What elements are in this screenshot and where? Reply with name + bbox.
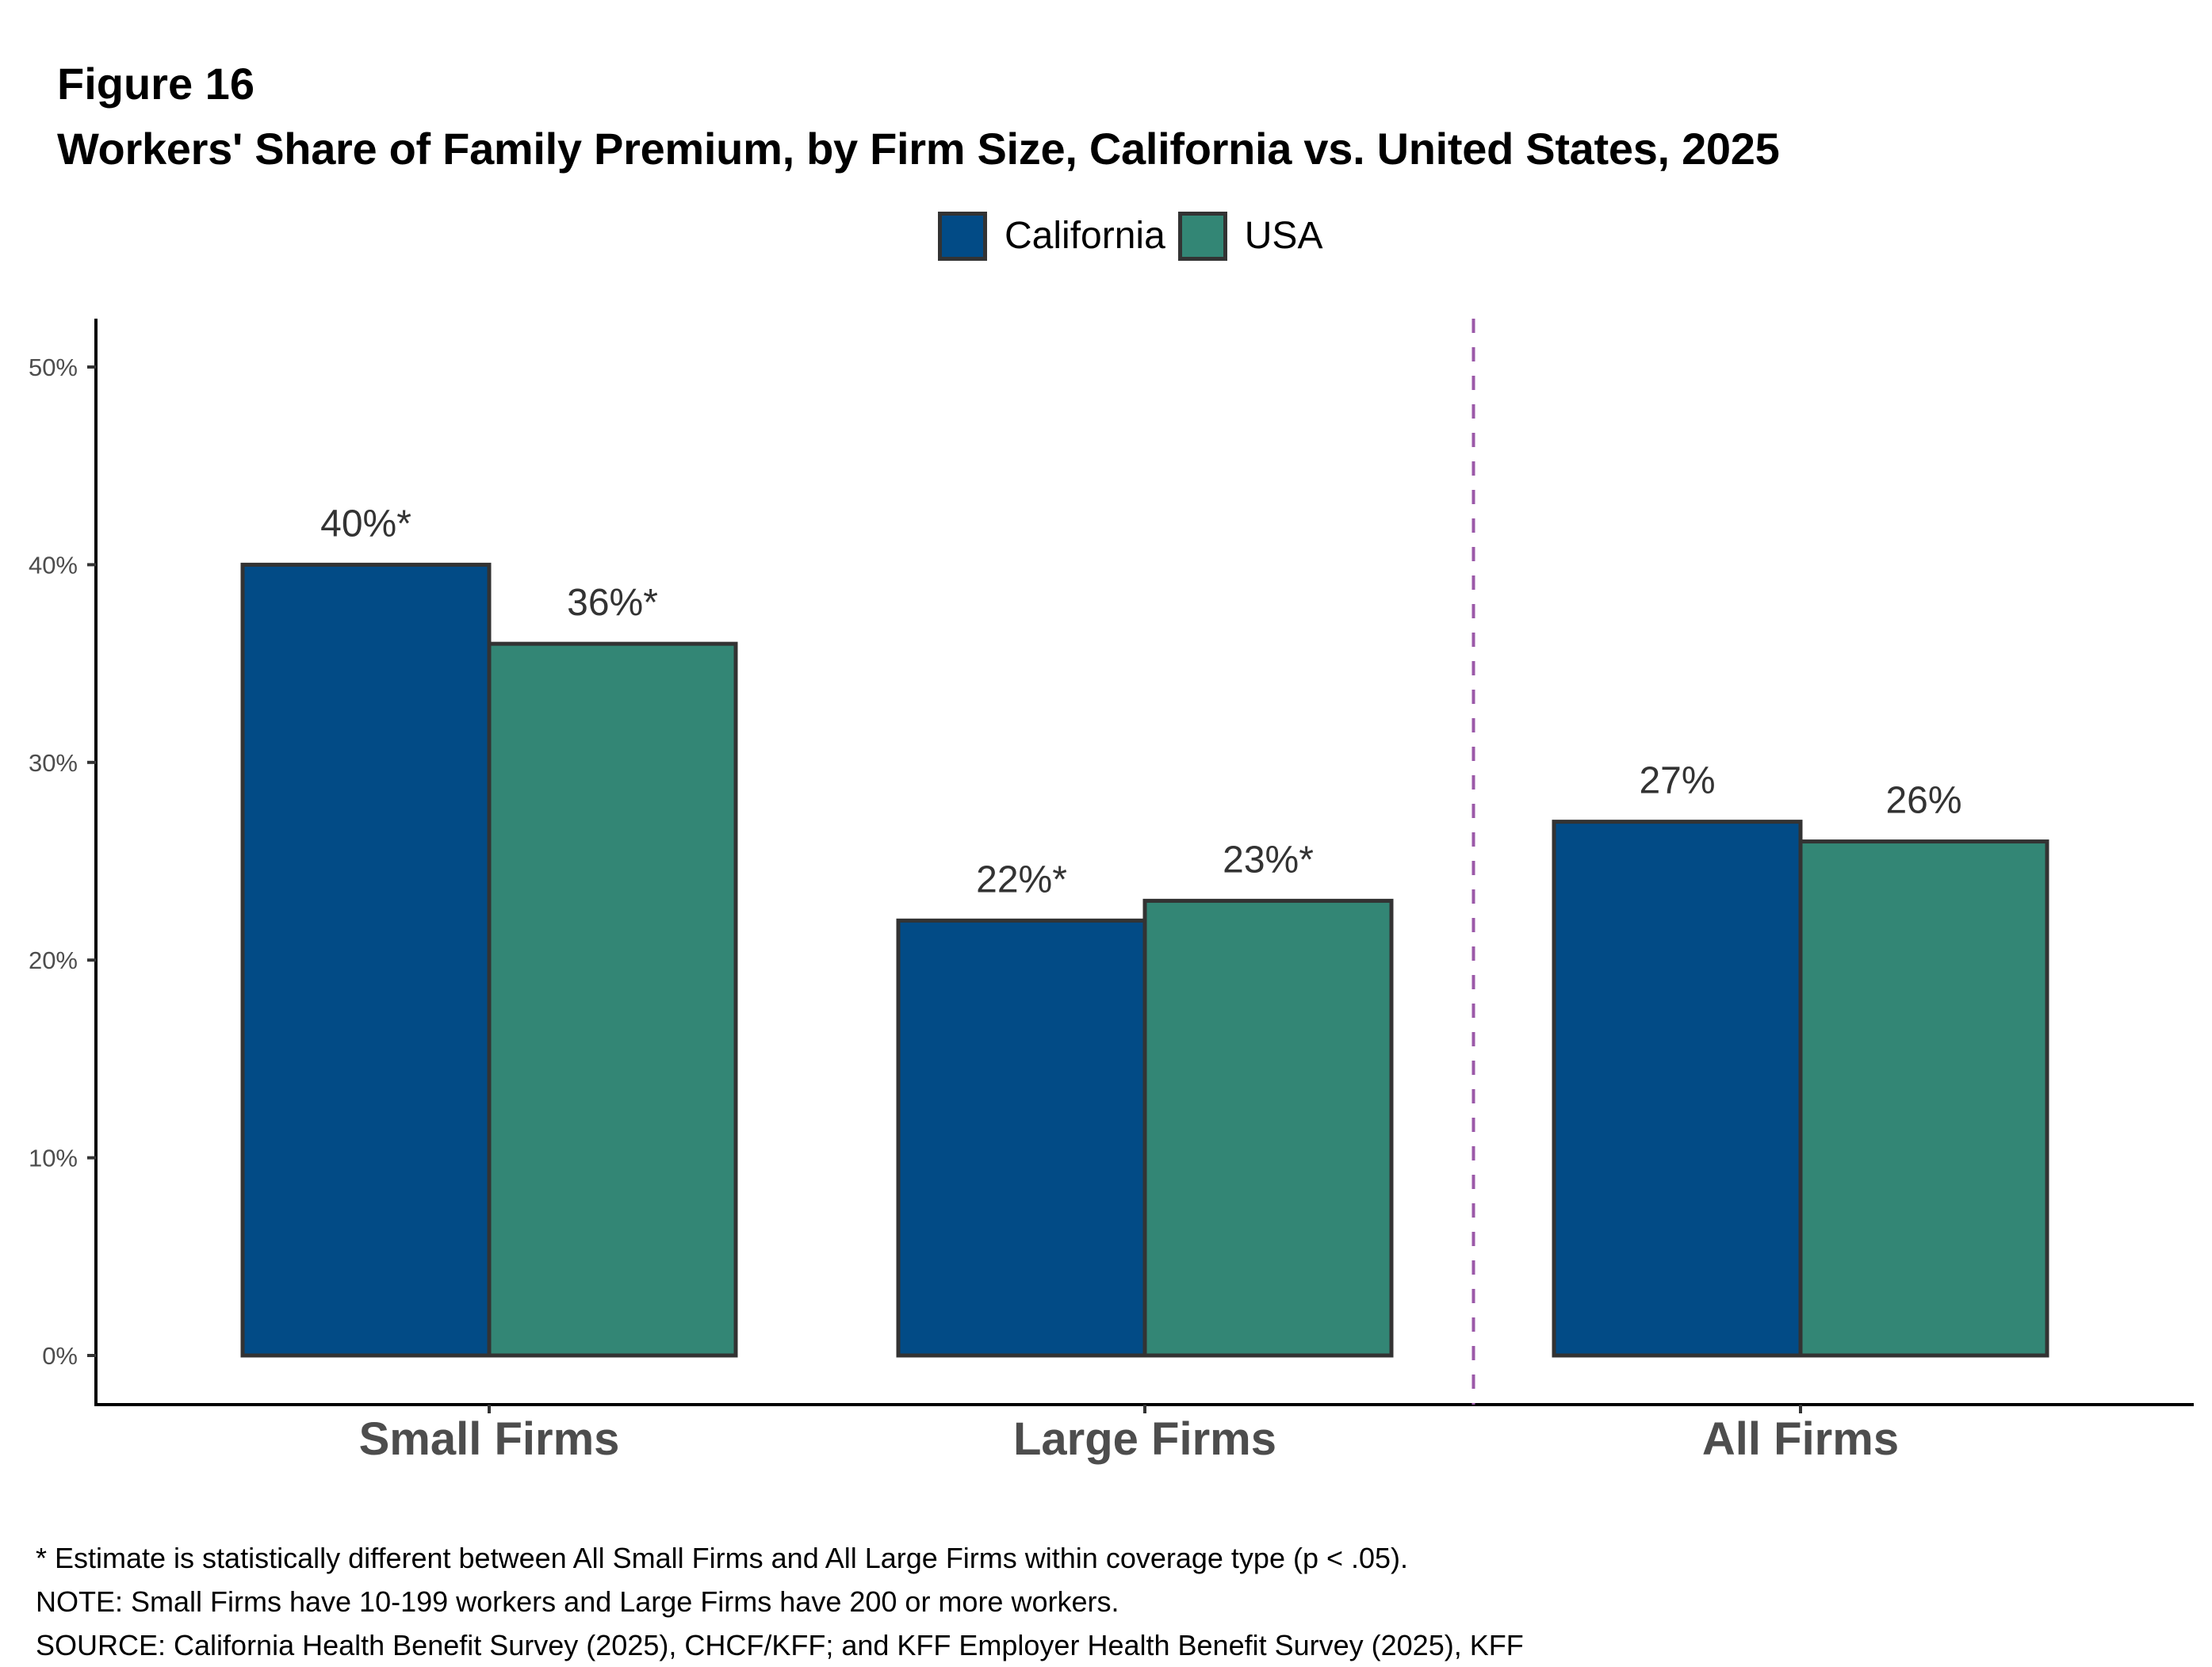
bar-usa-all-firms: [1798, 839, 2049, 1358]
bar-usa-small-firms: [487, 641, 738, 1358]
footnote-significance: * Estimate is statistically different be…: [36, 1542, 1409, 1574]
y-tick-label: 30%: [29, 749, 78, 777]
footnotes: * Estimate is statistically different be…: [36, 1536, 1524, 1667]
x-tick-label: All Firms: [1702, 1413, 1899, 1465]
figure-number: Figure 16: [57, 59, 254, 109]
bar-chart: 40%* 36%* 22%* 23%* 27% 26% 0% 10% 20% 30% 40% 50%…: [29, 319, 2194, 1465]
legend: California USA: [938, 208, 1335, 264]
y-tick-label: 10%: [29, 1145, 78, 1172]
legend-label-usa: USA: [1244, 215, 1323, 257]
legend-label-california: California: [1005, 215, 1165, 257]
data-label-california-all-firms: 27%: [1639, 760, 1715, 802]
bar-california-all-firms: [1552, 820, 1803, 1358]
bar-california-large-firms: [896, 918, 1147, 1358]
bar-usa-large-firms: [1142, 898, 1394, 1358]
data-label-california-large-firms: 22%*: [976, 858, 1067, 900]
x-tick-label: Small Firms: [359, 1413, 620, 1465]
x-axis: Small Firms Large Firms All Firms: [94, 319, 2194, 1465]
y-tick-label: 0%: [42, 1342, 78, 1370]
data-label-california-small-firms: 40%*: [320, 503, 411, 545]
y-tick-label: 40%: [29, 551, 78, 579]
bars-layer: [240, 562, 2049, 1358]
x-tick-label: Large Firms: [1013, 1413, 1276, 1465]
data-label-usa-large-firms: 23%*: [1223, 839, 1314, 881]
legend-item-usa: USA: [1177, 212, 1323, 261]
y-axis: 0% 10% 20% 30% 40% 50%: [29, 319, 98, 1406]
legend-swatch-usa: [1177, 212, 1227, 261]
legend-swatch-california: [938, 212, 987, 261]
y-tick-label: 20%: [29, 946, 78, 974]
chart-title: Workers' Share of Family Premium, by Fir…: [57, 124, 1780, 174]
bar-california-small-firms: [240, 562, 492, 1358]
data-label-usa-small-firms: 36%*: [567, 582, 658, 624]
data-labels-layer: 40%* 36%* 22%* 23%* 27% 26%: [320, 503, 1961, 900]
footnote-note: NOTE: Small Firms have 10-199 workers an…: [36, 1585, 1119, 1618]
legend-item-california: California: [938, 212, 1165, 261]
data-label-usa-all-firms: 26%: [1885, 780, 1961, 822]
y-tick-label: 50%: [29, 354, 78, 381]
footnote-source: SOURCE: California Health Benefit Survey…: [36, 1629, 1524, 1661]
